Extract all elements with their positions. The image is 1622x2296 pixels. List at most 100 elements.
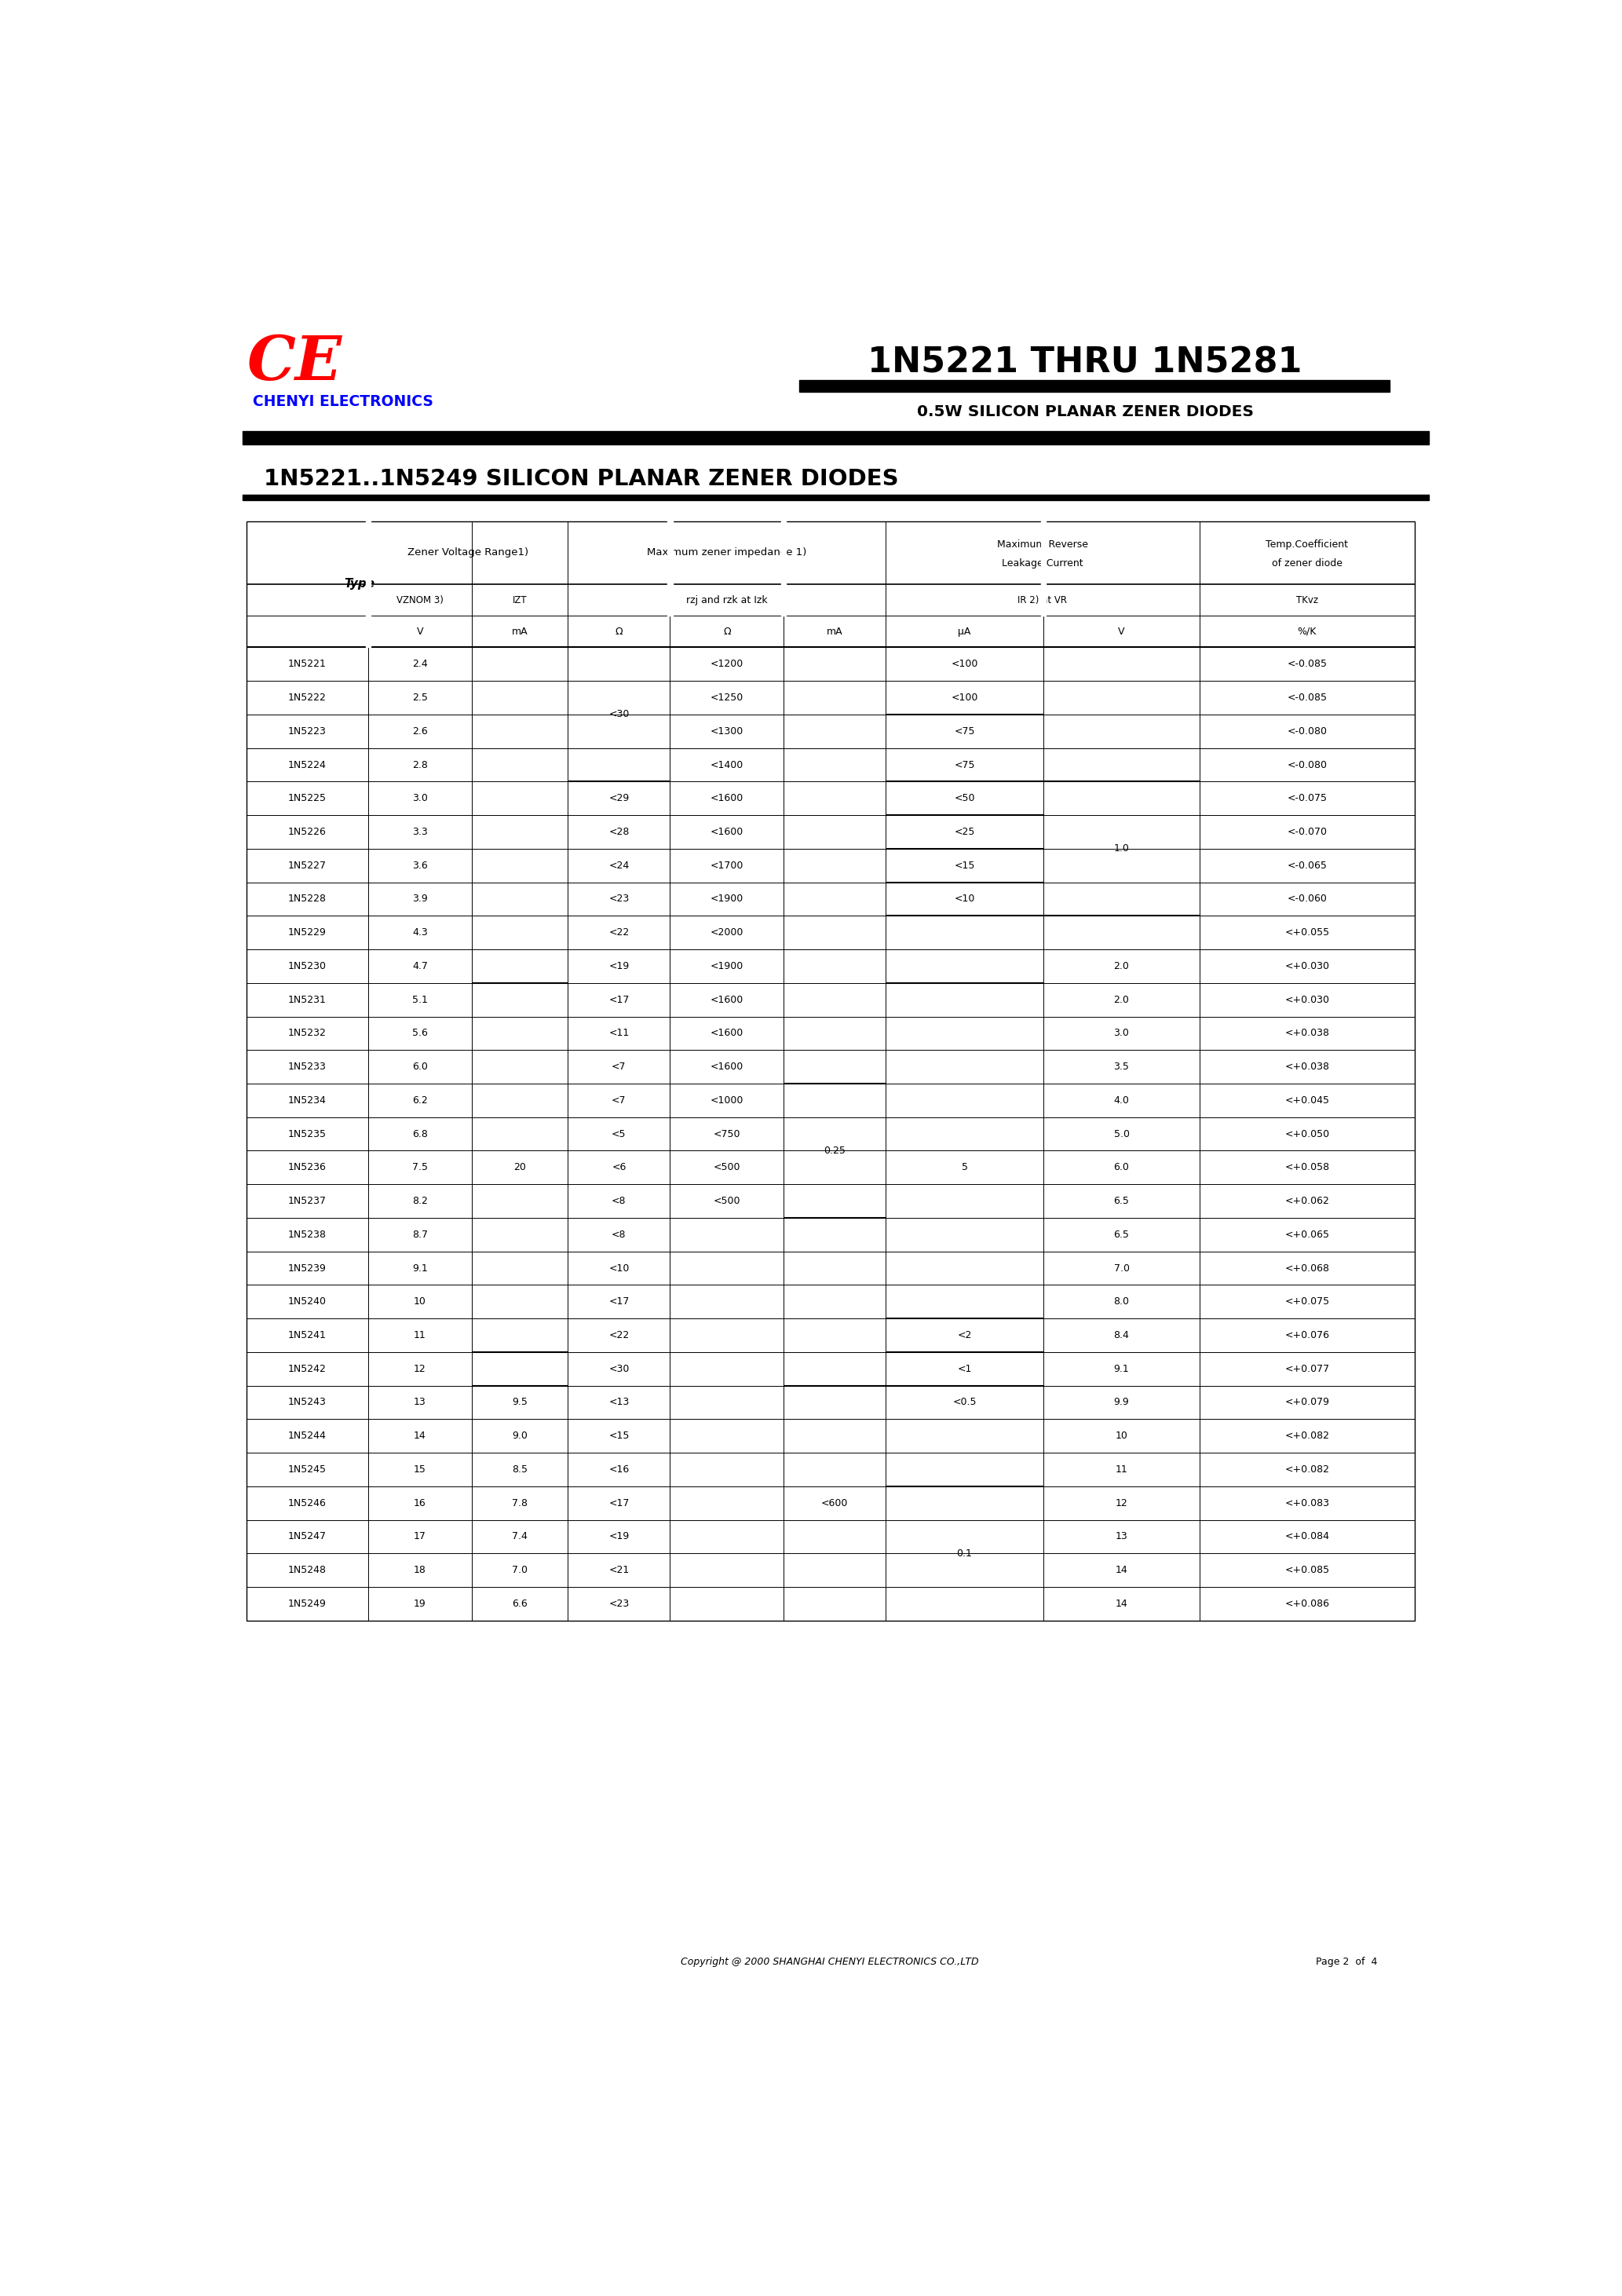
Text: 7.0: 7.0 xyxy=(513,1566,527,1575)
Text: <1300: <1300 xyxy=(710,726,743,737)
Text: <19: <19 xyxy=(608,962,629,971)
Text: <17: <17 xyxy=(608,994,629,1006)
Text: <+0.038: <+0.038 xyxy=(1285,1061,1330,1072)
Text: <10: <10 xyxy=(954,893,975,905)
Text: 7.8: 7.8 xyxy=(513,1497,527,1508)
Text: 6.0: 6.0 xyxy=(412,1061,428,1072)
Text: 3.3: 3.3 xyxy=(412,827,428,838)
Text: 10: 10 xyxy=(414,1297,427,1306)
Text: <30: <30 xyxy=(608,709,629,719)
Text: <+0.062: <+0.062 xyxy=(1285,1196,1330,1205)
Text: of zener diode: of zener diode xyxy=(1272,558,1343,569)
Text: <25: <25 xyxy=(954,827,975,838)
Bar xyxy=(242,432,1429,443)
Text: 0.25: 0.25 xyxy=(824,1146,845,1155)
Text: 1N5221 THRU 1N5281: 1N5221 THRU 1N5281 xyxy=(868,347,1302,379)
Text: <11: <11 xyxy=(608,1029,629,1038)
Text: <+0.038: <+0.038 xyxy=(1285,1029,1330,1038)
Text: <7: <7 xyxy=(611,1095,626,1104)
Text: 11: 11 xyxy=(1116,1465,1127,1474)
Text: 1N5248: 1N5248 xyxy=(289,1566,326,1575)
Text: 7.0: 7.0 xyxy=(1114,1263,1129,1274)
Bar xyxy=(782,585,787,615)
Text: <500: <500 xyxy=(714,1162,741,1173)
Bar xyxy=(1041,585,1046,615)
Text: V: V xyxy=(1118,627,1124,636)
Text: CHENYI ELECTRONICS: CHENYI ELECTRONICS xyxy=(253,395,433,409)
Text: 8.0: 8.0 xyxy=(1114,1297,1129,1306)
Text: 2.5: 2.5 xyxy=(412,693,428,703)
Text: 1N5244: 1N5244 xyxy=(289,1430,326,1442)
Text: 1N5246: 1N5246 xyxy=(289,1497,326,1508)
Text: Zener Voltage Range1): Zener Voltage Range1) xyxy=(407,549,529,558)
Text: 1N5242: 1N5242 xyxy=(289,1364,326,1373)
Text: 1N5236: 1N5236 xyxy=(289,1162,326,1173)
Text: 6.5: 6.5 xyxy=(1114,1196,1129,1205)
Text: <1250: <1250 xyxy=(710,693,743,703)
Text: <+0.058: <+0.058 xyxy=(1285,1162,1330,1173)
Text: 1N5223: 1N5223 xyxy=(289,726,326,737)
Text: 1N5227: 1N5227 xyxy=(289,861,326,870)
Text: <22: <22 xyxy=(608,928,629,937)
Text: <5: <5 xyxy=(611,1130,626,1139)
Text: 9.1: 9.1 xyxy=(412,1263,428,1274)
Text: <6: <6 xyxy=(611,1162,626,1173)
Text: 1N5226: 1N5226 xyxy=(289,827,326,838)
Text: <750: <750 xyxy=(714,1130,741,1139)
Text: 9.1: 9.1 xyxy=(1114,1364,1129,1373)
Text: 3.0: 3.0 xyxy=(1114,1029,1129,1038)
Text: 6.8: 6.8 xyxy=(412,1130,428,1139)
Text: <100: <100 xyxy=(950,659,978,668)
Text: 1N5243: 1N5243 xyxy=(289,1398,326,1407)
Text: 1N5232: 1N5232 xyxy=(289,1029,326,1038)
Text: <+0.065: <+0.065 xyxy=(1285,1228,1330,1240)
Text: 6.0: 6.0 xyxy=(1114,1162,1129,1173)
Text: <23: <23 xyxy=(608,1598,629,1609)
Text: <+0.086: <+0.086 xyxy=(1285,1598,1330,1609)
Text: 2.8: 2.8 xyxy=(412,760,428,769)
Text: 1N5233: 1N5233 xyxy=(289,1061,326,1072)
Text: 20: 20 xyxy=(514,1162,526,1173)
Text: <-0.080: <-0.080 xyxy=(1288,726,1327,737)
Text: <-0.065: <-0.065 xyxy=(1288,861,1327,870)
Text: <+0.068: <+0.068 xyxy=(1285,1263,1330,1274)
Text: 1N5249: 1N5249 xyxy=(289,1598,326,1609)
Text: 1N5238: 1N5238 xyxy=(289,1228,326,1240)
Text: <1200: <1200 xyxy=(710,659,743,668)
Text: <23: <23 xyxy=(608,893,629,905)
Text: V: V xyxy=(417,627,423,636)
Text: 0.1: 0.1 xyxy=(957,1548,972,1559)
Text: <13: <13 xyxy=(608,1398,629,1407)
Text: 3.0: 3.0 xyxy=(412,792,428,804)
Text: <500: <500 xyxy=(714,1196,741,1205)
Text: 1N5224: 1N5224 xyxy=(289,760,326,769)
Text: 11: 11 xyxy=(414,1329,427,1341)
Text: <-0.080: <-0.080 xyxy=(1288,760,1327,769)
Text: 16: 16 xyxy=(414,1497,427,1508)
Text: VZNOM 3): VZNOM 3) xyxy=(396,595,443,606)
Text: 1N5228: 1N5228 xyxy=(289,893,326,905)
Text: Type: Type xyxy=(344,579,375,590)
Text: rzj and rzk at Izk: rzj and rzk at Izk xyxy=(686,595,767,606)
Text: TKvz: TKvz xyxy=(1296,595,1319,606)
Text: <75: <75 xyxy=(954,760,975,769)
Text: <1000: <1000 xyxy=(710,1095,743,1104)
Text: <17: <17 xyxy=(608,1297,629,1306)
Text: Ω: Ω xyxy=(615,627,623,636)
Text: IZT: IZT xyxy=(513,595,527,606)
Text: 5.0: 5.0 xyxy=(1114,1130,1129,1139)
Text: <+0.082: <+0.082 xyxy=(1285,1430,1330,1442)
Text: 14: 14 xyxy=(1116,1566,1127,1575)
Text: 15: 15 xyxy=(414,1465,427,1474)
Text: <7: <7 xyxy=(611,1061,626,1072)
Text: 13: 13 xyxy=(414,1398,427,1407)
Text: 13: 13 xyxy=(1116,1531,1127,1541)
Text: 1N5239: 1N5239 xyxy=(289,1263,326,1274)
Bar xyxy=(668,585,673,615)
Text: <15: <15 xyxy=(608,1430,629,1442)
Text: <1400: <1400 xyxy=(710,760,743,769)
Text: <-0.085: <-0.085 xyxy=(1288,693,1327,703)
Text: 1N5222: 1N5222 xyxy=(289,693,326,703)
Text: 4.0: 4.0 xyxy=(1114,1095,1129,1104)
Text: <2000: <2000 xyxy=(710,928,743,937)
